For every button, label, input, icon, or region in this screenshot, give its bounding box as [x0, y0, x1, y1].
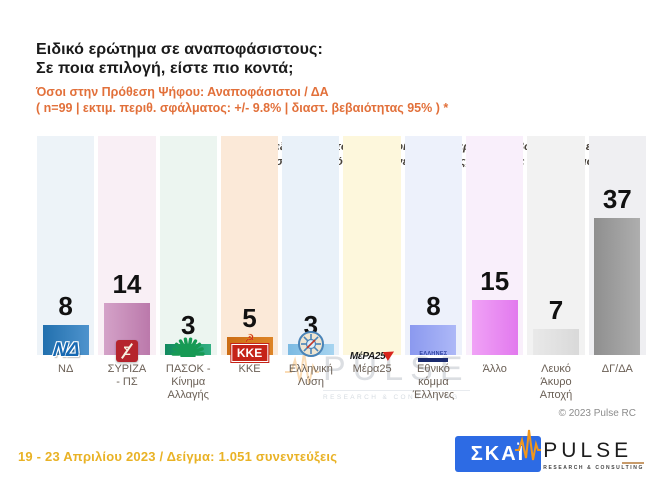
ethniko-komma-ellines-value-label: 8 [426, 291, 441, 322]
mera25-logo: ΜέΡΑ25 [349, 346, 397, 362]
elliniki-lysi-logo [297, 331, 324, 362]
dg-da-axis-label: ΔΓ/ΔΑ [583, 363, 650, 376]
pasok-axis-label-line: Κίνημα [171, 376, 206, 388]
mera25-axis-label-line: Μέρα25 [352, 363, 392, 375]
pasok-value-label: 3 [181, 309, 196, 340]
pasok-axis-label: ΠΑΣΟΚ - Κίνημα Αλλαγής [154, 363, 223, 402]
chart-column-allo: 15 Άλλο [464, 136, 525, 375]
chart-column-pasok: 3 ΠΑΣΟΚ - Κίνημα Αλλαγής [158, 136, 219, 401]
ellines-logo-strip [418, 358, 449, 362]
skai-logo-text: ΣΚΑΪ [470, 442, 526, 465]
kke-background-band [220, 136, 279, 355]
nd-bar [42, 325, 89, 355]
allo-value-label: 15 [480, 265, 510, 296]
allo-axis-label-line: Άλλο [482, 363, 507, 375]
kke-hammer-sickle-icon: ☭ [244, 333, 255, 345]
chart-column-syriza: 14 Σ ΣΥΡΙΖΑ - ΠΣ [96, 136, 157, 388]
ethniko-komma-ellines-axis-label-line: κόμμα [418, 376, 449, 388]
syriza-axis-label: ΣΥΡΙΖΑ - ΠΣ [92, 363, 161, 389]
pasok-logo [168, 329, 208, 362]
subtitle: Όσοι στην Πρόθεση Ψήφου: Αναποφάσιστοι /… [36, 84, 448, 116]
page-title-line1: Ειδικό ερώτημα σε αναποφάσιστους: [36, 41, 323, 58]
dg-da-axis-label-line: ΔΓ/ΔΑ [601, 363, 633, 375]
fieldwork-sample-text: 19 - 23 Απριλίου 2023 / Δείγμα: 1.051 συ… [18, 449, 338, 464]
kke-axis-label: ΚΚΕ [215, 363, 284, 376]
kke-value-label: 5 [242, 302, 257, 333]
chart-column-mera25: ΜέΡΑ25 Μέρα25 [341, 136, 402, 375]
syriza-logo-letter: Σ [123, 344, 131, 358]
nd-logo-text: ΝΔ [51, 339, 80, 361]
subtitle-line1: Όσοι στην Πρόθεση Ψήφου: Αναποφάσιστοι /… [36, 85, 329, 99]
lefko-akyro-apoxi-background-band [527, 136, 585, 355]
elliniki-lysi-compass-icon [297, 331, 324, 362]
allo-axis-label: Άλλο [460, 363, 529, 376]
lefko-akyro-apoxi-axis-label: Λευκό Άκυρο Αποχή [521, 363, 590, 402]
pasok-background-band [159, 136, 217, 355]
skai-logo: ΣΚΑΪ [455, 436, 541, 472]
lefko-akyro-apoxi-axis-label-line: Αποχή [539, 389, 573, 401]
pulse-logo: PULSE RESEARCH & CONSULTING [515, 426, 644, 471]
ethniko-komma-ellines-axis-label-line: Εθνικό [416, 363, 450, 375]
mera25-logo: ΜέΡΑ25 [349, 346, 397, 362]
chart-column-dg-da: 37 ΔΓ/ΔΑ [587, 136, 648, 375]
ellines-logo-text: ΕΛΛΗΝΕΣ [419, 351, 448, 357]
header: Ειδικό ερώτημα σε αναποφάσιστους: Σε ποι… [36, 40, 448, 116]
pasok-axis-label-line: Αλλαγής [167, 389, 209, 401]
kke-logo: ☭ ΚΚΕ [230, 333, 269, 362]
pulse-logo-tagline: RESEARCH & CONSULTING [543, 465, 644, 471]
kke-axis-label-line: ΚΚΕ [238, 363, 261, 375]
elliniki-lysi-background-band [282, 136, 340, 355]
pulse-logo-dash [622, 462, 644, 464]
dg-da-value-label: 37 [602, 184, 632, 215]
pulse-logo-waveform-icon [515, 426, 542, 469]
elliniki-lysi-axis-label-line: Λύση [297, 376, 324, 388]
syriza-axis-label-line: - ΠΣ [116, 376, 138, 388]
elliniki-lysi-axis-label: Ελληνική Λύση [276, 363, 345, 389]
mera25-logo-text: ΜέΡΑ25 [349, 351, 386, 362]
syriza-logo-mark: Σ [115, 340, 138, 362]
subtitle-line2: ( n=99 | εκτιμ. περιθ. σφάλματος: +/- 9.… [36, 101, 449, 115]
nd-logo: ΝΔ [51, 339, 80, 362]
chart-column-elliniki-lysi: 3 Ελληνική Λύση [280, 136, 341, 388]
ethniko-komma-ellines-background-band [404, 136, 463, 355]
chart-column-kke: 5 ☭ ΚΚΕ ΚΚΕ [219, 136, 280, 375]
copyright-note: © 2023 Pulse RC [558, 408, 636, 419]
ethniko-komma-ellines-bar [410, 325, 457, 355]
pasok-axis-label-line: ΠΑΣΟΚ - [165, 363, 211, 375]
nd-background-band [37, 136, 95, 355]
dg-da-bar [594, 218, 641, 355]
bar-chart: PULSE RESEARCH & CONSULTING 8 ΝΔ ΝΔ 14 Σ ΣΥΡΙ… [35, 136, 648, 401]
pasok-sun-icon [168, 329, 208, 362]
pulse-logo-text: PULSE [543, 439, 633, 462]
mera25-axis-label: Μέρα25 [337, 363, 406, 376]
ethniko-komma-ellines-logo: ΕΛΛΗΝΕΣ [418, 351, 449, 362]
syriza-axis-label-line: ΣΥΡΙΖΑ [107, 363, 147, 375]
kke-logo-text: ΚΚΕ [230, 344, 269, 362]
lefko-akyro-apoxi-axis-label-line: Άκυρο [540, 376, 572, 388]
lefko-akyro-apoxi-bar [533, 329, 580, 355]
allo-bar [471, 299, 518, 355]
elliniki-lysi-axis-label-line: Ελληνική [288, 363, 333, 375]
nd-value-label: 8 [58, 291, 73, 322]
chart-column-nd: 8 ΝΔ ΝΔ [35, 136, 96, 375]
syriza-value-label: 14 [112, 269, 142, 300]
lefko-akyro-apoxi-axis-label-line: Λευκό [541, 363, 571, 375]
ethniko-komma-ellines-axis-label: Εθνικό κόμμα Έλληνες [399, 363, 468, 402]
chart-column-ethniko-komma-ellines: 8 ΕΛΛΗΝΕΣ Εθνικό κόμμα Έλληνες [403, 136, 464, 401]
lefko-akyro-apoxi-value-label: 7 [548, 295, 564, 326]
nd-axis-label-line: ΝΔ [58, 363, 74, 375]
mera25-background-band [343, 136, 401, 355]
nd-axis-label: ΝΔ [31, 363, 100, 376]
syriza-logo: Σ [115, 340, 138, 362]
ethniko-komma-ellines-axis-label-line: Έλληνες [412, 389, 455, 401]
page-title-line2: Σε ποια επιλογή, είστε πιο κοντά; [36, 60, 294, 77]
chart-column-lefko-akyro-apoxi: 7 Λευκό Άκυρο Αποχή [525, 136, 586, 401]
chart-columns: 8 ΝΔ ΝΔ 14 Σ ΣΥΡΙΖΑ - ΠΣ 3 ΠΑΣΟΚ - Κίνημα Αλλαγής 5… [35, 136, 648, 401]
pulse-logo-text-block: PULSE RESEARCH & CONSULTING [543, 440, 644, 471]
